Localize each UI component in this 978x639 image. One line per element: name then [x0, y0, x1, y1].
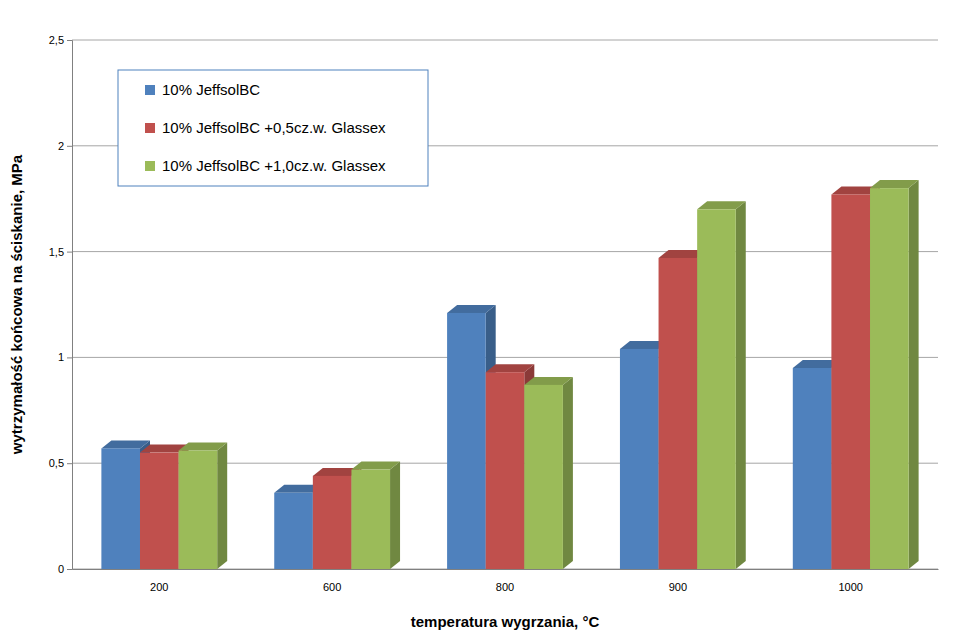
y-tick-mark	[67, 40, 72, 41]
bar-series	[140, 186, 880, 569]
grid-line	[72, 40, 938, 41]
bar-series	[179, 180, 919, 569]
bar-top	[101, 440, 150, 448]
y-axis-line	[67, 41, 73, 570]
x-tick-label: 600	[323, 581, 341, 593]
legend-box	[118, 70, 428, 186]
x-tick: 800	[496, 581, 514, 593]
bar	[101, 448, 140, 569]
bar	[524, 385, 563, 569]
x-axis-title: temperatura wygrzania, °C	[411, 613, 600, 630]
bar	[274, 493, 313, 569]
bar	[486, 372, 525, 569]
legend-label: 10% JeffsolBC	[162, 81, 260, 98]
legend-swatch	[145, 85, 155, 95]
bar-top	[351, 462, 400, 470]
bar-top	[486, 364, 535, 372]
y-tick: 0,5	[49, 457, 72, 469]
bars	[101, 180, 918, 569]
x-tick-label: 200	[150, 581, 168, 593]
x-axis: 200 600 800 900 1000	[73, 570, 939, 593]
y-tick-mark	[67, 569, 72, 570]
y-tick-mark	[67, 463, 72, 464]
bar	[697, 209, 736, 569]
x-tick: 1000	[838, 581, 862, 593]
bar	[831, 194, 870, 569]
y-tick: 2	[58, 140, 72, 152]
y-tick-label: 0	[58, 563, 64, 575]
bar-top	[697, 201, 746, 209]
y-tick-label: 1,5	[49, 246, 64, 258]
bar-top	[870, 180, 919, 188]
x-axis-line	[73, 569, 939, 570]
x-tick-label: 1000	[838, 581, 862, 593]
y-tick-label: 2	[58, 140, 64, 152]
bar-side	[390, 462, 400, 569]
bar	[659, 258, 698, 569]
bar	[179, 451, 218, 569]
x-tick: 200	[150, 581, 168, 593]
y-tick: 2,5	[49, 34, 72, 46]
x-tick: 900	[669, 581, 687, 593]
legend-label: 10% JeffsolBC +0,5cz.w. Glassex	[162, 119, 386, 136]
bar-top	[524, 377, 573, 385]
bar-side	[563, 377, 573, 569]
x-tick-label: 900	[669, 581, 687, 593]
legend: 10% JeffsolBC 10% JeffsolBC +0,5cz.w. Gla…	[118, 70, 428, 186]
grid-line	[72, 357, 938, 358]
y-tick-mark	[67, 146, 72, 147]
x-tick-label: 800	[496, 581, 514, 593]
y-tick: 0	[58, 563, 72, 575]
y-tick-mark	[67, 252, 72, 253]
y-tick: 1	[58, 351, 72, 363]
grid	[72, 40, 938, 569]
legend-swatch	[145, 161, 155, 171]
grid-line	[72, 251, 938, 252]
y-axis-title: wytrzymałość końcowa na ściskanie, MPa	[8, 154, 25, 455]
bar-side	[217, 443, 227, 569]
bar	[620, 349, 659, 569]
chart: 0 0,5 1 1,5 2 2,5 200 600 800 900 1000 temperatura …	[0, 0, 978, 639]
legend-swatch	[145, 123, 155, 133]
y-tick-label: 2,5	[49, 34, 64, 46]
bar	[793, 368, 832, 569]
bar-side	[736, 201, 746, 569]
bar-top	[179, 443, 228, 451]
bar	[140, 453, 179, 569]
y-tick-mark	[67, 357, 72, 358]
y-tick-label: 1	[58, 351, 64, 363]
y-tick-label: 0,5	[49, 457, 64, 469]
bar	[351, 470, 390, 569]
bar	[870, 188, 909, 569]
bar	[447, 313, 486, 569]
x-tick: 600	[323, 581, 341, 593]
y-tick: 1,5	[49, 246, 72, 258]
bar-side	[909, 180, 919, 569]
legend-label: 10% JeffsolBC +1,0cz.w. Glassex	[162, 157, 386, 174]
bar-top	[447, 305, 496, 313]
bar	[313, 476, 352, 569]
y-axis: 0 0,5 1 1,5 2 2,5	[49, 34, 73, 575]
